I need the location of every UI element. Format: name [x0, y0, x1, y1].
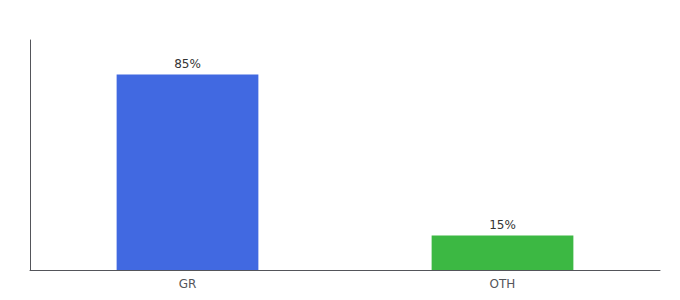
- svg-text:15%: 15%: [489, 218, 516, 232]
- svg-text:GR: GR: [179, 277, 197, 291]
- svg-text:85%: 85%: [174, 57, 201, 71]
- svg-text:OTH: OTH: [490, 277, 516, 291]
